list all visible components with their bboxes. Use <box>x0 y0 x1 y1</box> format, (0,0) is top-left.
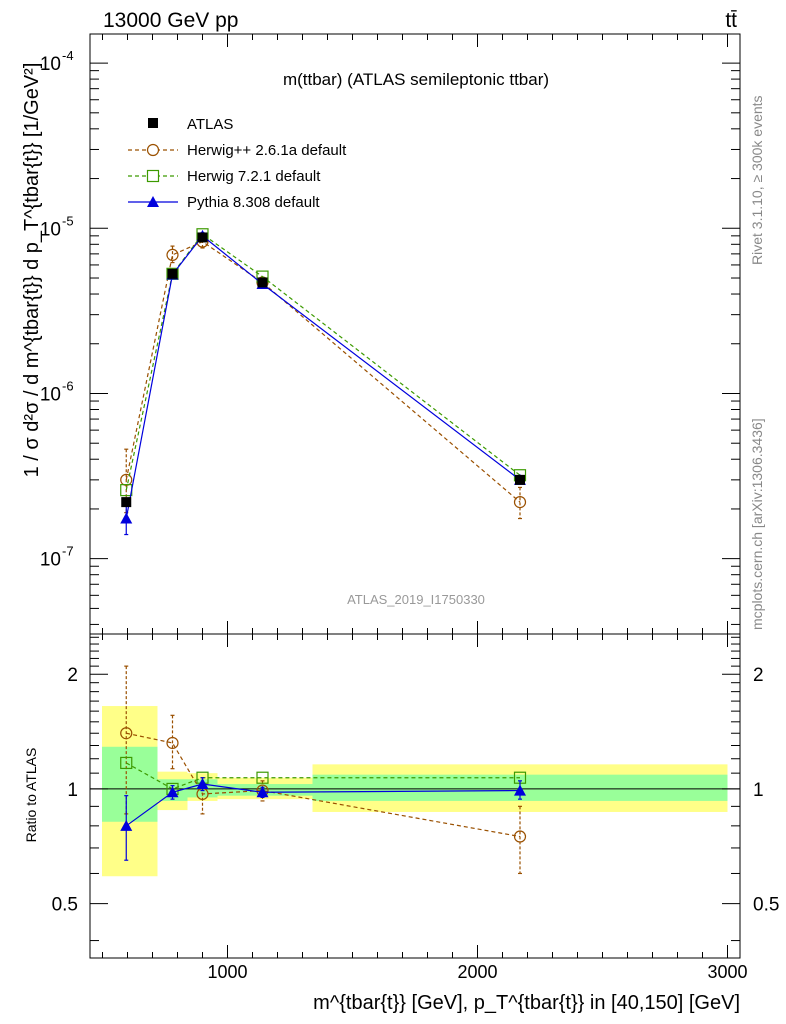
y-tick-label: 10 <box>40 54 61 75</box>
mcplots-source-label: mcplots.cern.ch [arXiv:1306.3436] <box>749 418 765 630</box>
ratio-point-herwig-7-2-1-default <box>120 756 133 770</box>
plot-title: m(ttbar) (ATLAS semileptonic ttbar) <box>283 70 549 89</box>
ratio-y-tick-label-right: 1 <box>753 780 764 801</box>
ratio-point-pythia-8-308-default <box>256 786 269 798</box>
ratio-point-herwig-2-6-1a-default <box>166 736 179 750</box>
ratio-y-tick-label: 2 <box>67 665 78 686</box>
legend-label-atlas: ATLAS <box>187 116 233 133</box>
legend-marker-open-circle <box>146 143 160 157</box>
legend-entry-herwig7: Herwig 7.2.1 default <box>128 168 321 185</box>
legend-entry-herwigpp: Herwig++ 2.6.1a default <box>128 142 347 159</box>
process-label: tt̄ <box>725 9 737 32</box>
main-point-herwig-2-6-1a-default <box>120 473 133 486</box>
legend-label-pythia: Pythia 8.308 default <box>187 194 320 211</box>
ratio-point-herwig-7-2-1-default <box>256 771 269 784</box>
ratio-point-pythia-8-308-default <box>514 784 526 796</box>
main-point-atlas <box>167 268 178 279</box>
ratio-plot-frame <box>89 633 741 959</box>
legend-marker-filled-triangle <box>147 196 159 207</box>
legend-label-herwigpp: Herwig++ 2.6.1a default <box>187 142 347 159</box>
x-axis-label: m^{tbar{t}} [GeV], p_T^{tbar{t}} in [40,… <box>313 992 740 1014</box>
ratio-point-pythia-8-308-default <box>166 786 179 798</box>
ratio-band-green <box>217 784 313 796</box>
ratio-y-tick-label: 1 <box>67 780 78 801</box>
ratio-y-tick-label-right: 2 <box>753 665 764 686</box>
legend-entry-pythia: Pythia 8.308 default <box>128 194 320 211</box>
y-tick-label-exponent: -7 <box>62 544 74 559</box>
legend-marker-filled-square <box>148 118 158 128</box>
main-panel-series <box>120 228 527 536</box>
main-point-herwig-2-6-1a-default <box>166 248 179 262</box>
x-tick-label: 1000 <box>207 962 247 982</box>
y-tick-label: 10 <box>40 384 61 405</box>
legend: ATLAS Herwig++ 2.6.1a default Herwig 7.2… <box>128 116 347 211</box>
beam-label: 13000 GeV pp <box>103 9 238 32</box>
rivet-version-label: Rivet 3.1.10, ≥ 300k events <box>749 95 765 265</box>
legend-entry-atlas: ATLAS <box>148 116 233 133</box>
ratio-point-pythia-8-308-default <box>196 778 209 790</box>
main-line-herwig-2-6-1a-default <box>125 240 521 503</box>
y-tick-label: 10 <box>40 219 61 240</box>
x-tick-label: 2000 <box>457 962 497 982</box>
main-point-herwig-2-6-1a-default <box>513 496 527 509</box>
ratio-y-tick-label-right: 0.5 <box>753 895 779 916</box>
analysis-id: ATLAS_2019_I1750330 <box>347 592 485 607</box>
ratio-panel-series <box>120 665 527 875</box>
main-point-atlas <box>197 232 208 243</box>
legend-label-herwig7: Herwig 7.2.1 default <box>187 168 321 185</box>
ratio-point-herwig-2-6-1a-default <box>513 830 527 843</box>
y-axis-ratio-label: Ratio to ATLAS <box>23 748 39 843</box>
main-point-atlas <box>257 277 268 288</box>
main-point-atlas <box>515 474 525 485</box>
ratio-y-tick-label: 0.5 <box>52 895 78 916</box>
main-line-pythia-8-308-default <box>125 234 521 519</box>
main-point-atlas <box>121 497 132 508</box>
y-tick-label-exponent: -6 <box>62 378 74 393</box>
legend-marker-open-square <box>146 169 160 183</box>
ratio-point-pythia-8-308-default <box>120 819 133 831</box>
main-line-herwig-7-2-1-default <box>125 233 521 491</box>
ratio-point-herwig-2-6-1a-default <box>120 727 133 740</box>
main-point-pythia-8-308-default <box>120 512 133 524</box>
axis-ticks <box>90 34 740 958</box>
y-tick-label: 10 <box>40 550 61 571</box>
y-tick-label-exponent: -5 <box>62 213 74 228</box>
y-tick-label-exponent: -4 <box>62 48 74 63</box>
x-tick-label: 3000 <box>707 962 747 982</box>
y-axis-main-label: 1 / σ d²σ / d m^{tbar{t}} d p_T^{tbar{t}… <box>21 63 43 478</box>
